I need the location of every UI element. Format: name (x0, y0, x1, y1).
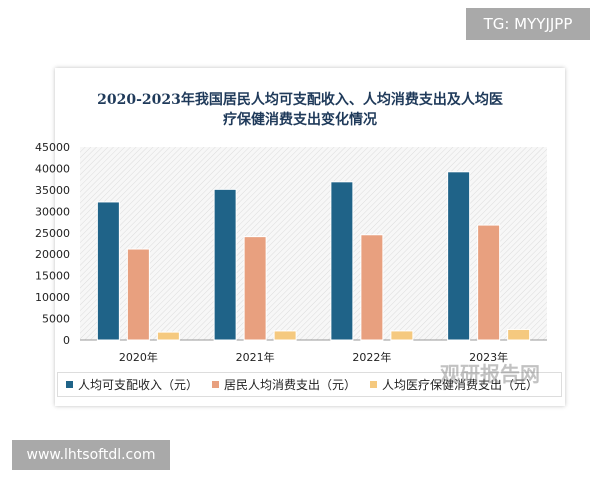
legend-swatch (370, 381, 378, 388)
y-tick-label: 40000 (35, 162, 70, 175)
bar-1-1 (243, 236, 267, 341)
legend-swatch (66, 381, 73, 388)
legend-label: 人均可支配收入（元） (78, 378, 199, 392)
x-tick-label: 2020年 (119, 350, 158, 364)
y-tick-label: 45000 (35, 141, 70, 154)
bar-2-1 (273, 330, 297, 341)
bar-0-1 (213, 188, 237, 341)
y-tick-label: 5000 (42, 313, 70, 326)
bar-0-0 (96, 201, 120, 341)
legend-item: 人均医疗保健消费支出（元） (370, 376, 538, 393)
y-tick-label: 15000 (35, 270, 70, 283)
plot-background (80, 147, 547, 340)
y-tick-label: 30000 (35, 205, 70, 218)
chart-title: 2020-2023年我国居民人均可支配收入、人均消费支出及人均医 疗保健消费支出变… (60, 90, 540, 130)
y-tick-label: 35000 (35, 184, 70, 197)
legend-label: 人均医疗保健消费支出（元） (382, 378, 539, 392)
y-tick-label: 0 (63, 334, 70, 347)
legend-item: 人均可支配收入（元） (66, 376, 198, 393)
source-watermark: 观研报告网 (440, 362, 540, 386)
bar-2-2 (390, 330, 414, 341)
bar-0-3 (447, 171, 471, 341)
y-tick-label: 25000 (35, 227, 70, 240)
legend-swatch (212, 381, 220, 388)
legend: 人均可支配收入（元） 居民人均消费支出（元） 人均医疗保健消费支出（元） (57, 372, 562, 397)
bar-2-0 (156, 331, 180, 341)
x-tick-label: 2022年 (352, 350, 391, 364)
bar-1-3 (477, 224, 501, 341)
x-tick-label: 2023年 (469, 350, 508, 364)
bar-1-0 (126, 248, 150, 341)
watermark-bottom: www.lhtsoftdl.com (12, 440, 170, 470)
bar-2-3 (507, 328, 531, 341)
bar-0-2 (330, 181, 354, 341)
title-line-1: 2020-2023年我国居民人均可支配收入、人均消费支出及人均医 (97, 92, 503, 108)
title-line-2: 疗保健消费支出变化情况 (223, 112, 377, 128)
bar-1-2 (360, 234, 384, 341)
y-tick-label: 20000 (35, 248, 70, 261)
x-tick-label: 2021年 (236, 350, 275, 364)
y-tick-label: 10000 (35, 291, 70, 304)
legend-item: 居民人均消费支出（元） (212, 376, 356, 393)
watermark-top: TG: MYYJJPP (466, 8, 590, 40)
legend-label: 居民人均消费支出（元） (224, 378, 357, 392)
